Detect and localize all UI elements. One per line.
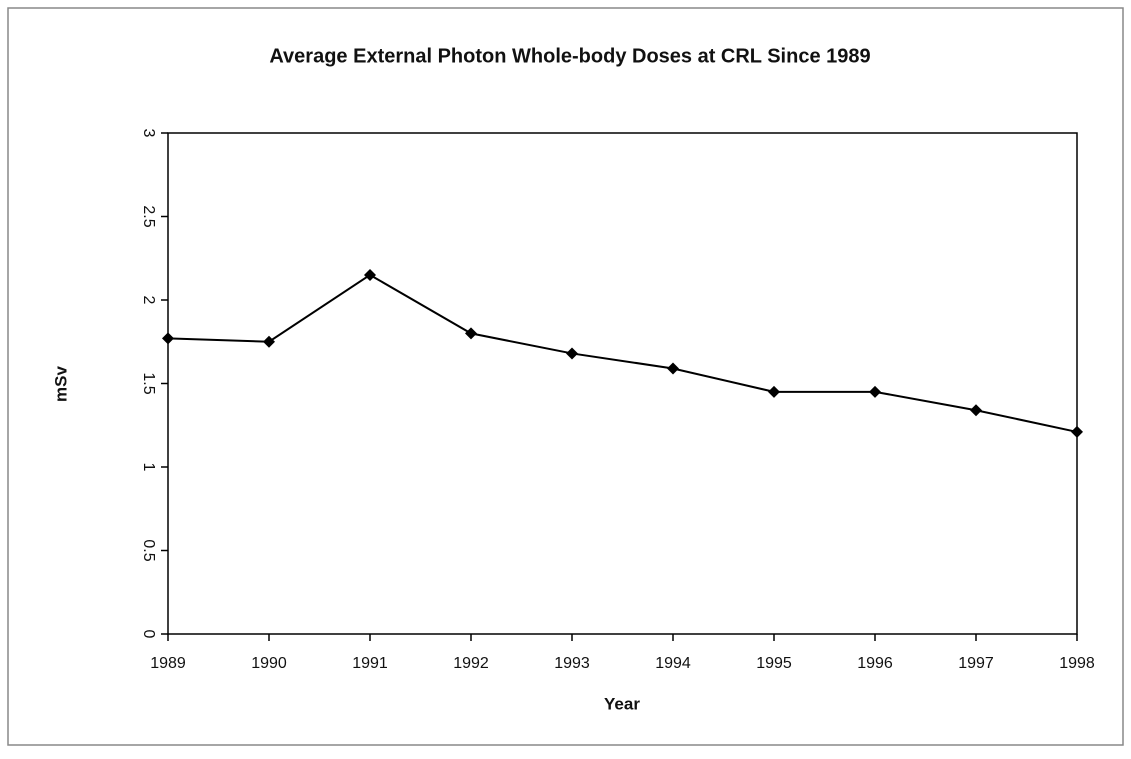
data-marker — [364, 268, 376, 281]
data-marker — [162, 332, 174, 345]
data-marker — [263, 335, 275, 348]
x-tick-label: 1990 — [251, 655, 287, 672]
data-line — [167, 273, 1078, 433]
y-axis-title: mSv — [51, 366, 70, 402]
data-marker — [869, 385, 881, 398]
y-tick-label: 3 — [140, 129, 157, 138]
data-marker — [667, 362, 679, 375]
x-tick-label: 1995 — [756, 655, 792, 672]
x-tick-label: 1996 — [857, 655, 893, 672]
y-tick-label: 2.5 — [140, 205, 157, 227]
x-tick-label: 1993 — [554, 655, 590, 672]
data-marker — [566, 347, 578, 360]
y-tick-label: 2 — [140, 296, 157, 305]
x-tick-label: 1994 — [655, 655, 691, 672]
data-marker — [768, 385, 780, 398]
data-marker — [1071, 425, 1083, 438]
x-tick-label: 1997 — [958, 655, 994, 672]
data-marker — [465, 327, 477, 340]
chart-frame — [7, 7, 1124, 746]
y-tick-label: 0.5 — [140, 539, 157, 561]
x-tick-label: 1992 — [453, 655, 489, 672]
y-tick-label: 1 — [140, 463, 157, 472]
x-tick-label: 1991 — [352, 655, 388, 672]
x-tick-label: 1989 — [150, 655, 186, 672]
x-axis-title: Year — [604, 694, 640, 713]
y-tick-label: 0 — [140, 630, 157, 639]
data-marker — [970, 404, 982, 417]
x-tick-label: 1998 — [1059, 655, 1095, 672]
y-tick-label: 1.5 — [140, 372, 157, 394]
chart-title: Average External Photon Whole-body Doses… — [269, 45, 870, 67]
